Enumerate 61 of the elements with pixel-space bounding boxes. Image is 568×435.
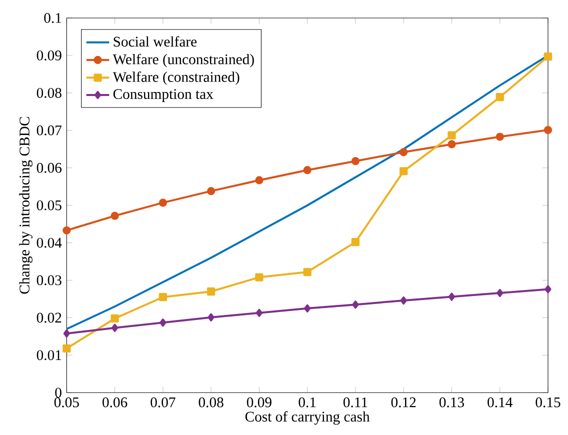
legend-label: Social welfare bbox=[114, 36, 197, 47]
point bbox=[304, 304, 311, 313]
point bbox=[110, 212, 119, 220]
point bbox=[62, 344, 71, 353]
y-tick-label: 0.03 bbox=[36, 275, 62, 286]
point bbox=[256, 308, 262, 318]
y-tick-label: 0.1 bbox=[44, 13, 62, 24]
point bbox=[303, 166, 312, 174]
point bbox=[303, 268, 312, 276]
y-axis-title: Change by introducing CBDC bbox=[19, 117, 32, 294]
x-tick-label: 0.1 bbox=[298, 398, 316, 408]
y-tick-label: 0.04 bbox=[36, 238, 62, 248]
x-tick-label: 0.05 bbox=[54, 398, 79, 408]
point bbox=[207, 288, 216, 296]
point bbox=[158, 198, 167, 207]
x-axis-title: Cost of carrying cash bbox=[245, 411, 370, 425]
point bbox=[112, 324, 118, 332]
y-tick-label: 0.08 bbox=[36, 88, 62, 98]
point bbox=[158, 293, 167, 302]
y-tick-label: 0.01 bbox=[36, 350, 62, 360]
x-tick-label: 0.12 bbox=[391, 398, 416, 408]
point bbox=[63, 330, 70, 338]
point bbox=[544, 285, 552, 294]
x-tick-label: 0.06 bbox=[102, 398, 128, 408]
point bbox=[352, 300, 359, 309]
y-tick-label: 0.05 bbox=[36, 200, 62, 210]
y-tick-label: 0.07 bbox=[36, 126, 62, 136]
x-tick-label: 0.07 bbox=[150, 398, 176, 408]
y-tick-label: 0.06 bbox=[36, 163, 62, 174]
point bbox=[255, 176, 264, 184]
x-tick-label: 0.09 bbox=[246, 398, 272, 408]
point bbox=[110, 314, 119, 323]
point bbox=[400, 167, 408, 176]
y-tick-label: 0.09 bbox=[36, 50, 62, 61]
point bbox=[448, 292, 456, 301]
point bbox=[496, 93, 504, 102]
point bbox=[208, 313, 214, 322]
legend-label: Consumption tax bbox=[113, 89, 214, 102]
y-tick-label: 0.02 bbox=[36, 312, 62, 323]
point bbox=[351, 157, 360, 166]
point bbox=[400, 148, 408, 156]
point bbox=[544, 126, 552, 134]
point bbox=[448, 140, 456, 148]
point bbox=[255, 273, 264, 282]
legend-label: Welfare (constrained) bbox=[112, 72, 240, 86]
point bbox=[400, 296, 407, 305]
x-tick-label: 0.14 bbox=[488, 398, 512, 408]
x-tick-label: 0.13 bbox=[439, 398, 464, 408]
point bbox=[496, 289, 504, 298]
point bbox=[448, 131, 456, 140]
point bbox=[62, 226, 71, 235]
point bbox=[351, 238, 360, 246]
point bbox=[496, 132, 504, 141]
x-tick-label: 0.11 bbox=[343, 398, 368, 408]
x-tick-label: 0.08 bbox=[198, 398, 224, 408]
point bbox=[544, 52, 552, 61]
point bbox=[160, 318, 166, 327]
x-tick-label: 0.15 bbox=[536, 398, 560, 408]
legend-label: Welfare (unconstrained) bbox=[112, 54, 254, 68]
point bbox=[207, 187, 216, 196]
y-tick-label: 0 bbox=[55, 388, 62, 398]
